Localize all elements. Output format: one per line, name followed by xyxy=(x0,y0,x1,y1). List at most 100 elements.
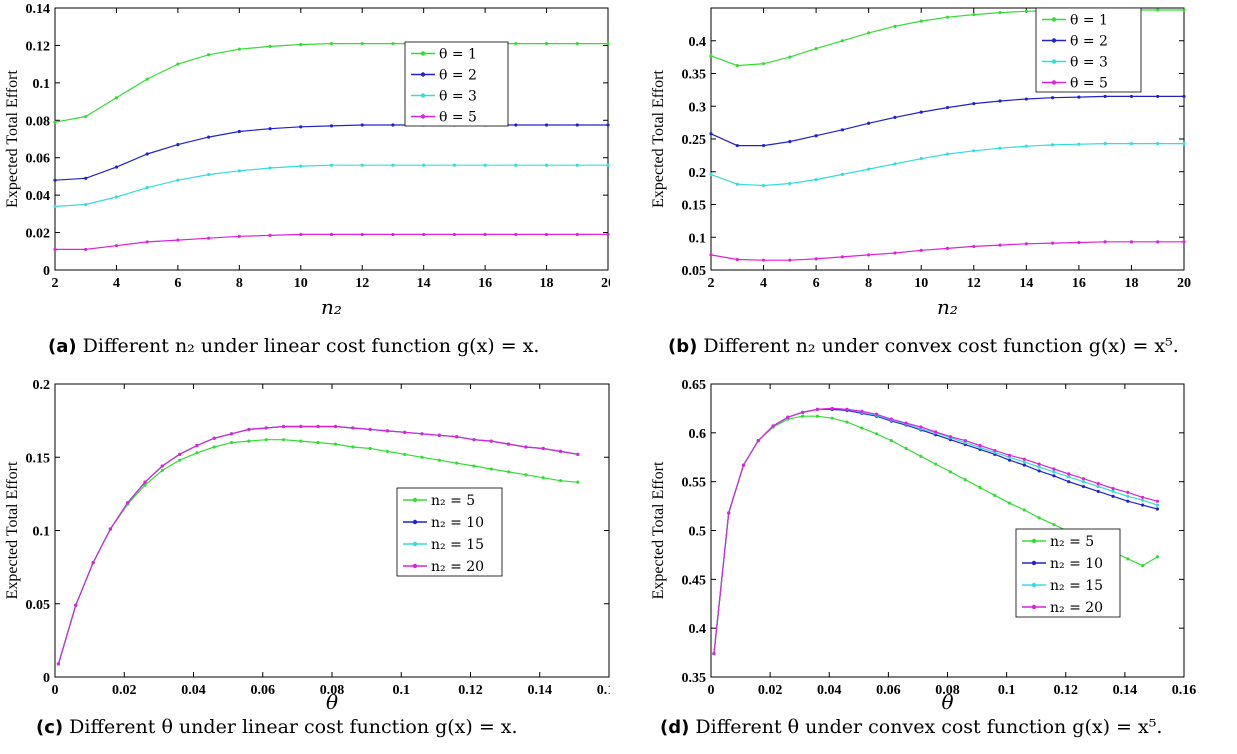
y-tick-label: 0.1 xyxy=(689,231,707,246)
data-point xyxy=(830,406,834,411)
legend-marker xyxy=(1031,560,1037,566)
data-point xyxy=(735,257,739,262)
series-line-4 xyxy=(55,233,608,250)
data-point xyxy=(452,232,456,237)
data-point xyxy=(867,121,871,125)
x-tick-label: 0.1 xyxy=(998,683,1016,698)
data-point xyxy=(114,165,119,169)
x-tick-label: 2 xyxy=(52,276,59,291)
data-point xyxy=(575,123,579,127)
y-tick-label: 0.12 xyxy=(26,39,51,54)
legend-box xyxy=(1015,528,1121,618)
y-tick-label: 0.02 xyxy=(26,227,51,242)
x-tick-label: 0.02 xyxy=(758,683,783,698)
data-point xyxy=(919,248,923,252)
legend-box xyxy=(404,41,509,127)
data-point xyxy=(1103,240,1107,244)
data-point xyxy=(452,163,456,167)
x-tick-label: 0.1 xyxy=(393,683,411,698)
data-point xyxy=(1077,142,1081,146)
data-point xyxy=(1155,555,1159,559)
data-point xyxy=(333,424,338,429)
data-point xyxy=(299,232,303,237)
legend-box xyxy=(1035,7,1142,93)
data-point xyxy=(391,232,395,237)
data-point xyxy=(788,258,792,262)
data-point xyxy=(972,244,976,249)
data-point xyxy=(840,255,844,259)
data-point xyxy=(874,412,879,416)
data-point xyxy=(1037,462,1041,466)
data-point xyxy=(329,232,334,237)
data-point xyxy=(237,169,241,173)
legend-marker xyxy=(1051,17,1057,22)
x-tick-label: 18 xyxy=(540,276,554,291)
data-point xyxy=(576,452,580,456)
data-point xyxy=(945,15,950,19)
y-tick-label: 0.4 xyxy=(689,35,707,50)
y-tick-label: 0.15 xyxy=(26,451,51,466)
data-point xyxy=(576,480,580,484)
legend-label: n₂ = 15 xyxy=(431,537,484,553)
data-point xyxy=(972,102,976,106)
data-point xyxy=(247,427,251,432)
x-tick-label: 6 xyxy=(813,276,820,291)
caption-label: (b) xyxy=(668,336,698,357)
data-point xyxy=(360,232,364,237)
x-tick-label: 0 xyxy=(52,683,59,698)
data-point xyxy=(237,234,241,238)
x-tick-label: 0.12 xyxy=(458,683,483,698)
data-point xyxy=(160,464,164,468)
data-point xyxy=(437,433,441,437)
data-point xyxy=(472,438,476,442)
data-point xyxy=(84,247,88,252)
x-tick-label: 20 xyxy=(1177,276,1191,291)
data-point xyxy=(998,99,1002,103)
data-point xyxy=(483,232,487,237)
x-tick-label: 0.12 xyxy=(1054,683,1079,698)
x-tick-label: 0.16 xyxy=(1172,683,1197,698)
data-point xyxy=(229,432,234,436)
data-point xyxy=(945,246,950,250)
x-tick-label: 0.14 xyxy=(1113,683,1138,698)
data-point xyxy=(815,414,820,418)
legend-label: n₂ = 5 xyxy=(431,493,475,509)
y-tick-label: 0.1 xyxy=(33,525,51,540)
data-point xyxy=(1067,472,1071,476)
legend-label: n₂ = 15 xyxy=(1050,578,1103,594)
data-point xyxy=(919,157,923,161)
data-point xyxy=(1126,499,1130,503)
y-axis-label: Expected Total Effort xyxy=(650,461,667,599)
caption-d: (d) Different θ under convex cost functi… xyxy=(660,716,1162,738)
x-axis-label: n₂ xyxy=(937,295,958,319)
data-point xyxy=(455,435,459,439)
y-tick-label: 0.2 xyxy=(689,166,707,181)
data-point xyxy=(403,452,407,456)
data-point xyxy=(1022,463,1026,467)
data-point xyxy=(207,53,211,57)
data-point xyxy=(1067,475,1071,479)
x-axis-label: n₂ xyxy=(321,295,342,319)
data-point xyxy=(761,258,766,262)
data-point xyxy=(761,143,766,148)
y-axis-label: Expected Total Effort xyxy=(4,70,21,208)
data-point xyxy=(422,232,426,237)
y-tick-label: 0.1 xyxy=(33,77,51,92)
data-point xyxy=(1182,94,1186,99)
data-point xyxy=(709,132,713,136)
data-point xyxy=(91,561,95,565)
data-point xyxy=(53,204,57,208)
data-point xyxy=(544,163,549,167)
data-point xyxy=(207,172,211,177)
data-point xyxy=(814,134,818,138)
data-point xyxy=(1077,240,1081,245)
x-tick-label: 12 xyxy=(967,276,981,291)
data-point xyxy=(945,105,950,110)
data-point xyxy=(919,425,923,429)
legend-marker xyxy=(1051,38,1057,43)
data-point xyxy=(360,163,364,167)
legend-marker xyxy=(412,541,418,547)
data-point xyxy=(329,124,334,128)
data-point xyxy=(53,178,57,182)
